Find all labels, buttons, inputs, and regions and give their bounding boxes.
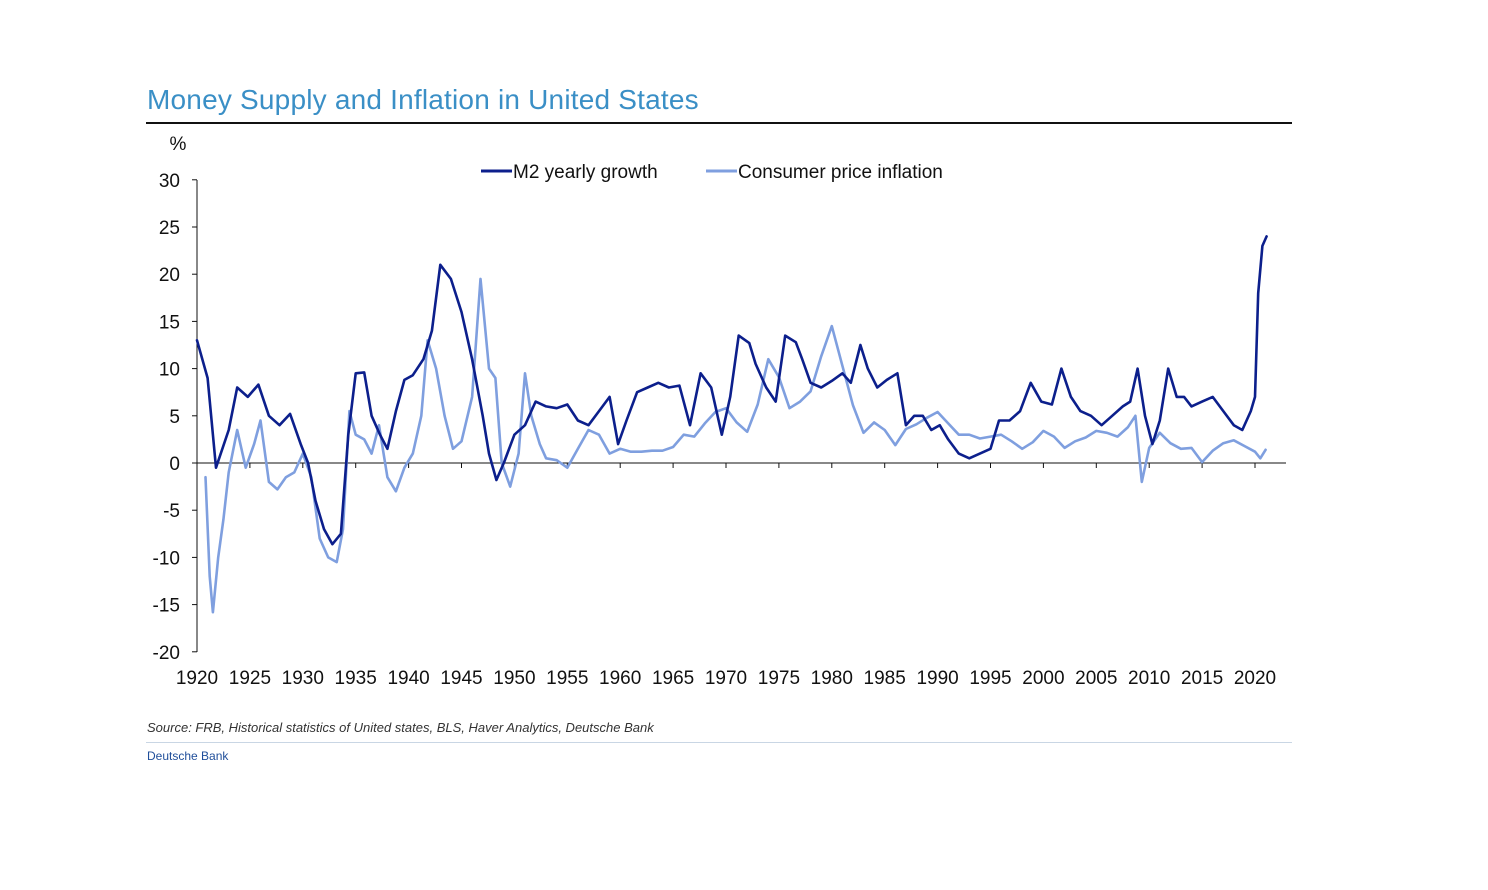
x-tick-label: 1920 — [176, 668, 218, 689]
x-tick-labels: 1920 1925 1930 1935 1940 1945 1950 1955 1960 1965… — [176, 668, 1276, 689]
y-axis-unit-label: % — [170, 134, 187, 155]
source-note: Source: FRB, Historical statistics of Un… — [147, 720, 654, 735]
x-tick-label: 1985 — [864, 668, 906, 689]
title-rule — [146, 122, 1292, 124]
x-tick-label: 1950 — [493, 668, 535, 689]
x-tick-label: 1925 — [229, 668, 271, 689]
legend-label: M2 yearly growth — [513, 162, 658, 183]
y-tick-label: 10 — [159, 360, 180, 381]
brand-label: Deutsche Bank — [147, 749, 229, 763]
x-tick-label: 2005 — [1075, 668, 1117, 689]
x-tick-label: 1965 — [652, 668, 694, 689]
y-tick-label: -15 — [153, 596, 180, 617]
x-tick-label: 1955 — [546, 668, 588, 689]
m2-yearly-growth-line — [195, 235, 1268, 546]
y-tick-label: -5 — [163, 501, 180, 522]
legend-label: Consumer price inflation — [738, 162, 943, 183]
x-tick-label: 1945 — [440, 668, 482, 689]
axes — [192, 179, 1286, 653]
y-tick-label: 30 — [159, 171, 180, 192]
x-tick-label: 1995 — [969, 668, 1011, 689]
x-tick-label: 2010 — [1128, 668, 1170, 689]
series-lines — [195, 235, 1268, 614]
x-tick-label: 1930 — [282, 668, 324, 689]
chart-title: Money Supply and Inflation in United Sta… — [147, 84, 699, 115]
source-rule — [146, 742, 1292, 743]
legend: M2 yearly growth Consumer price inflation — [481, 162, 943, 183]
x-tick-label: 1960 — [599, 668, 641, 689]
y-tick-labels: 30 25 20 15 10 5 0 -5 -10 -15 -20% — [153, 134, 187, 664]
y-tick-label: -10 — [153, 548, 180, 569]
consumer-price-inflation-line — [204, 277, 1267, 614]
y-tick-label: 5 — [169, 407, 180, 428]
y-tick-label: 15 — [159, 312, 180, 333]
x-tick-label: 1990 — [916, 668, 958, 689]
y-tick-label: 20 — [159, 265, 180, 286]
x-tick-label: 1935 — [335, 668, 377, 689]
y-tick-label: 25 — [159, 218, 180, 239]
x-tick-label: 1970 — [705, 668, 747, 689]
x-tick-label: 1975 — [758, 668, 800, 689]
y-tick-label: 0 — [169, 454, 180, 475]
x-tick-label: 1980 — [811, 668, 853, 689]
y-tick-label: -20 — [153, 643, 180, 664]
x-tick-label: 1940 — [387, 668, 429, 689]
x-tick-label: 2020 — [1234, 668, 1276, 689]
x-tick-label: 2015 — [1181, 668, 1223, 689]
x-tick-label: 2000 — [1022, 668, 1064, 689]
